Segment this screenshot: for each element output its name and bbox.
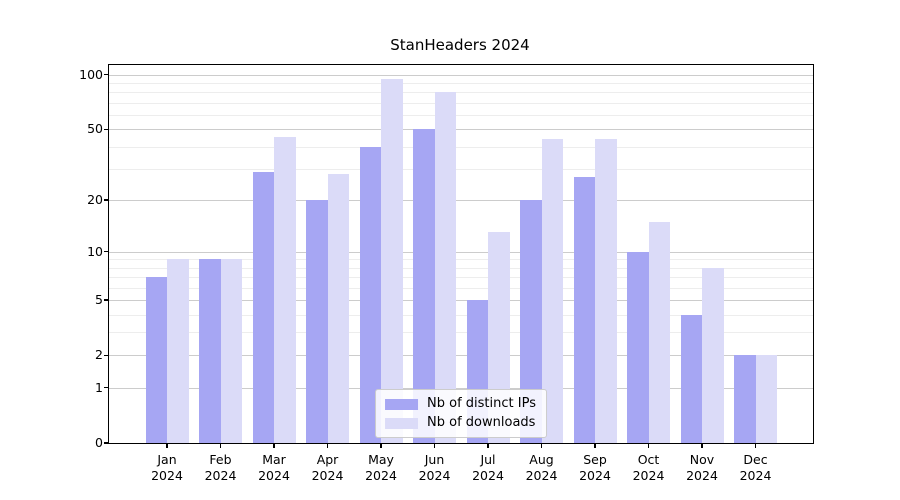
bar-distinct-ips	[680, 314, 702, 443]
x-axis-tick	[326, 443, 329, 448]
y-axis-tick-label: 5	[95, 291, 103, 307]
gridline-minor	[109, 82, 813, 84]
x-axis-tick-label: Jun 2024	[418, 452, 451, 483]
bar-downloads	[167, 259, 189, 443]
gridline-minor	[109, 332, 813, 334]
bar-downloads	[702, 267, 724, 443]
legend: Nb of distinct IPs Nb of downloads	[375, 389, 547, 438]
x-axis-tick-label: Jul 2024	[472, 452, 504, 483]
x-axis-tick	[594, 443, 596, 448]
gridline-major	[109, 129, 813, 131]
legend-label: Nb of distinct IPs	[427, 396, 536, 411]
x-axis-tick	[487, 443, 489, 448]
x-axis-tick	[273, 443, 275, 448]
bar-distinct-ips	[627, 251, 649, 443]
x-axis-tick	[219, 443, 222, 448]
x-axis-tick-label: Jan 2024	[151, 452, 183, 483]
y-axis-tick-label: 100	[79, 66, 103, 82]
bar-downloads	[381, 78, 403, 443]
gridline-major	[109, 299, 813, 301]
bar-downloads	[327, 174, 349, 443]
bar-downloads	[220, 259, 242, 443]
bar-downloads	[648, 221, 670, 443]
y-axis-tick	[104, 299, 109, 301]
x-axis-tick	[701, 443, 703, 448]
y-axis-tick-label: 0	[95, 435, 103, 450]
x-axis-tick	[380, 443, 382, 448]
gridline-minor	[109, 267, 813, 269]
bar-distinct-ips	[734, 355, 756, 443]
y-axis-tick-label: 50	[87, 121, 103, 137]
y-axis-tick-label: 20	[87, 192, 103, 207]
bar-distinct-ips	[413, 129, 435, 443]
x-axis-tick-label: Nov 2024	[686, 452, 718, 483]
x-axis-tick	[540, 443, 543, 448]
gridline-major	[109, 74, 813, 76]
gridline-major	[109, 355, 813, 357]
gridline-minor	[109, 259, 813, 261]
legend-swatch	[385, 417, 419, 429]
y-axis-tick	[104, 442, 109, 444]
legend-swatch	[385, 398, 419, 410]
y-axis-tick-label: 2	[95, 347, 103, 363]
y-axis-tick	[104, 128, 109, 130]
x-axis-tick-label: Dec 2024	[739, 452, 772, 483]
y-axis-tick	[104, 74, 109, 76]
bar-downloads	[541, 139, 563, 443]
bar-distinct-ips	[306, 200, 328, 443]
gridline-minor	[109, 287, 813, 289]
x-axis-tick	[647, 443, 650, 448]
gridline-major	[109, 251, 813, 253]
legend-entry: Nb of distinct IPs	[385, 397, 536, 411]
y-axis-tick	[104, 387, 109, 389]
x-axis-tick-label: Mar 2024	[258, 452, 290, 483]
bar-downloads	[595, 139, 617, 443]
bar-downloads	[274, 137, 296, 443]
x-axis-tick-label: May 2024	[365, 452, 397, 483]
y-axis-tick-label: 10	[87, 243, 103, 259]
y-axis-tick-label: 1	[95, 379, 103, 395]
legend-entry: Nb of downloads	[385, 416, 536, 430]
bar-downloads	[755, 355, 777, 443]
x-axis-tick	[433, 443, 436, 448]
gridline-minor	[109, 92, 813, 94]
gridline-minor	[109, 102, 813, 104]
bar-distinct-ips	[252, 171, 274, 443]
x-axis-tick-label: Feb 2024	[204, 452, 237, 483]
y-axis-tick	[104, 251, 109, 253]
bar-distinct-ips	[359, 146, 381, 443]
bar-distinct-ips	[573, 177, 595, 443]
plot-area: Nb of distinct IPs Nb of downloads 0 1 2 5 10…	[79, 64, 814, 483]
gridline-minor	[109, 277, 813, 279]
gridline-minor	[109, 314, 813, 316]
x-axis-tick	[754, 443, 757, 448]
legend-label: Nb of downloads	[427, 415, 536, 430]
gridline-minor	[109, 146, 813, 148]
x-axis-tick-label: Sep 2024	[579, 452, 611, 483]
gridline-minor	[109, 168, 813, 170]
x-axis-tick-label: Aug 2024	[525, 452, 558, 483]
bar-distinct-ips	[520, 200, 542, 443]
bar-downloads	[434, 92, 456, 443]
bar-distinct-ips	[199, 259, 221, 443]
y-axis-tick	[104, 354, 109, 356]
x-axis-tick-label: Apr 2024	[311, 452, 344, 483]
x-axis-tick	[166, 443, 168, 448]
y-axis-tick	[104, 199, 109, 201]
chart-title: StanHeaders 2024	[390, 36, 530, 54]
bar-distinct-ips	[145, 277, 167, 443]
gridline-major	[109, 200, 813, 201]
gridline-major	[109, 387, 813, 389]
gridline-minor	[109, 114, 813, 116]
x-axis-tick-label: Oct 2024	[632, 452, 665, 483]
